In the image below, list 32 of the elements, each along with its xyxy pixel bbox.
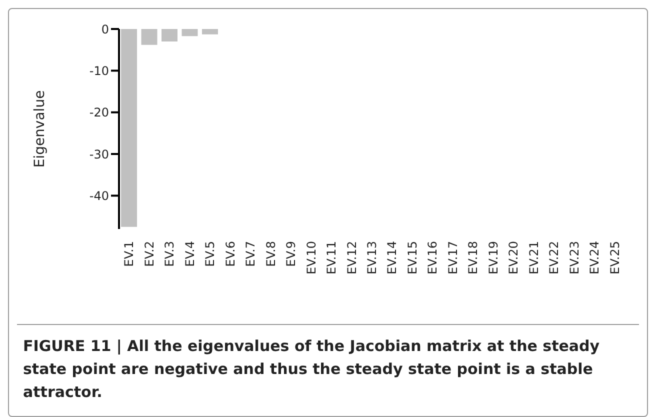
y-tick-label: -20 (89, 106, 109, 120)
x-tick-label: EV.14 (385, 241, 400, 274)
x-tick-label: EV.23 (567, 241, 582, 274)
x-tick-label: EV.18 (466, 241, 480, 274)
x-tick-label: EV.3 (162, 241, 177, 267)
x-tick-label: EV.5 (203, 241, 218, 267)
x-tick-label: EV.9 (284, 241, 298, 267)
x-tick-label: EV.10 (304, 241, 318, 274)
y-axis-title: Eigenvalue (32, 90, 48, 168)
caption: FIGURE 11 | All the eigenvalues of the Jacobian matrix at the steady state point are negative and thus the steady state point is a stable attractor. (17, 324, 639, 416)
x-tick-label: EV.21 (526, 241, 541, 274)
x-tick-label: EV.20 (506, 241, 521, 274)
x-tick-label: EV.16 (426, 241, 440, 274)
x-tick-label: EV.2 (142, 241, 156, 267)
y-tick-label: 0 (101, 22, 109, 36)
x-tick-label: EV.8 (264, 241, 278, 267)
y-tick-label: -40 (89, 188, 109, 203)
x-tick-label: EV.12 (344, 241, 359, 274)
x-tick-label: EV.15 (405, 241, 420, 274)
x-tick-label: EV.11 (324, 241, 339, 274)
y-tick-label: -30 (89, 147, 109, 162)
x-tick-label: EV.4 (182, 241, 197, 267)
x-tick-label: EV.17 (446, 241, 460, 274)
y-tick-label: -10 (89, 64, 109, 78)
x-tick-label: EV.22 (547, 241, 562, 274)
x-tick-label: EV.6 (223, 241, 238, 267)
x-tick-label: EV.19 (486, 241, 500, 274)
x-tick-label: EV.25 (608, 241, 622, 274)
x-tick-label: EV.24 (588, 241, 602, 274)
x-tick-label: EV.13 (365, 241, 379, 274)
x-tick-label: EV.1 (122, 241, 136, 267)
x-tick-label: EV.7 (244, 241, 258, 267)
